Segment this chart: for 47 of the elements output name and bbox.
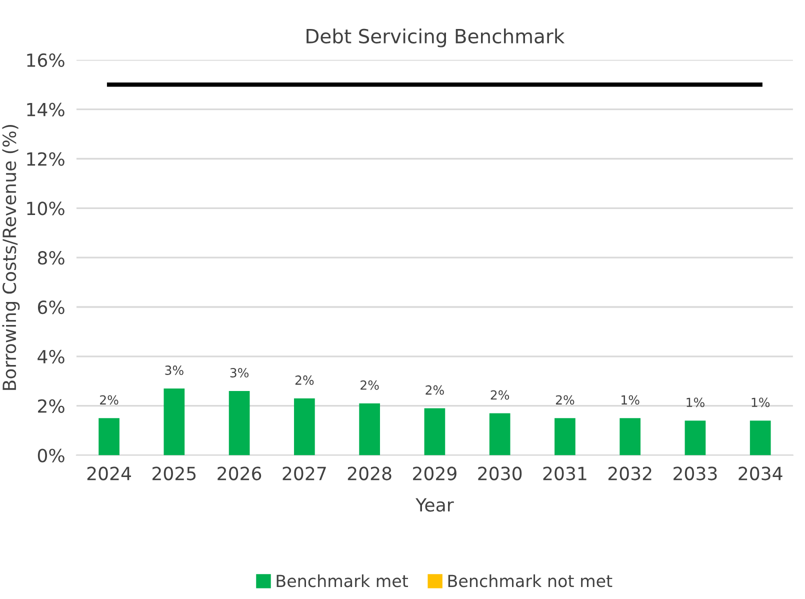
x-tick-label: 2031 bbox=[543, 466, 586, 480]
data-label: 1% bbox=[752, 398, 770, 408]
bar bbox=[684, 420, 706, 456]
x-tick-label: 2028 bbox=[348, 466, 392, 480]
y-tick-label: 4% bbox=[38, 350, 64, 364]
legend-label: Benchmark not met bbox=[448, 574, 612, 588]
x-tick-label: 2033 bbox=[674, 466, 717, 480]
bar bbox=[620, 418, 641, 456]
x-tick-label: 2034 bbox=[738, 466, 782, 480]
x-tick-label: 2029 bbox=[413, 466, 456, 480]
bar bbox=[554, 418, 576, 456]
data-label: 2% bbox=[100, 395, 118, 405]
x-tick-label: 2030 bbox=[478, 466, 522, 480]
bar bbox=[98, 418, 120, 456]
x-tick-label: 2027 bbox=[282, 466, 326, 480]
data-label: 2% bbox=[490, 390, 510, 400]
y-tick-label: 8% bbox=[38, 251, 64, 265]
data-label: 3% bbox=[230, 368, 249, 378]
data-label: 2% bbox=[556, 395, 574, 405]
y-axis-title: Borrowing Costs/Revenue (%) bbox=[2, 124, 20, 390]
x-tick-label: 2026 bbox=[218, 466, 262, 480]
y-tick-label: 16% bbox=[27, 53, 64, 68]
x-tick-label: 2032 bbox=[608, 466, 652, 480]
bar bbox=[750, 420, 771, 456]
data-label: 3% bbox=[165, 366, 184, 375]
y-tick-label: 10% bbox=[27, 202, 64, 216]
bar bbox=[489, 413, 510, 456]
data-label: 1% bbox=[622, 395, 640, 405]
bar bbox=[164, 388, 185, 456]
data-label: 2% bbox=[295, 375, 314, 385]
x-tick-label: 2024 bbox=[87, 466, 132, 480]
x-tick-label: 2025 bbox=[152, 466, 196, 480]
y-tick-label: 12% bbox=[27, 152, 64, 166]
data-label: 2% bbox=[360, 380, 379, 390]
y-tick-label: 14% bbox=[27, 102, 64, 116]
x-axis-title: Year bbox=[416, 498, 454, 512]
y-tick-label: 6% bbox=[38, 300, 64, 314]
legend-label: Benchmark met bbox=[276, 574, 408, 588]
data-label: 1% bbox=[686, 398, 704, 408]
bar bbox=[359, 403, 380, 456]
data-label: 2% bbox=[426, 385, 444, 395]
bar bbox=[424, 408, 446, 456]
bar bbox=[228, 390, 250, 456]
y-tick-label: 2% bbox=[38, 399, 64, 413]
y-tick-label: 0% bbox=[38, 448, 64, 462]
chart-title: Debt Servicing Benchmark bbox=[306, 28, 565, 48]
bar bbox=[294, 398, 315, 456]
